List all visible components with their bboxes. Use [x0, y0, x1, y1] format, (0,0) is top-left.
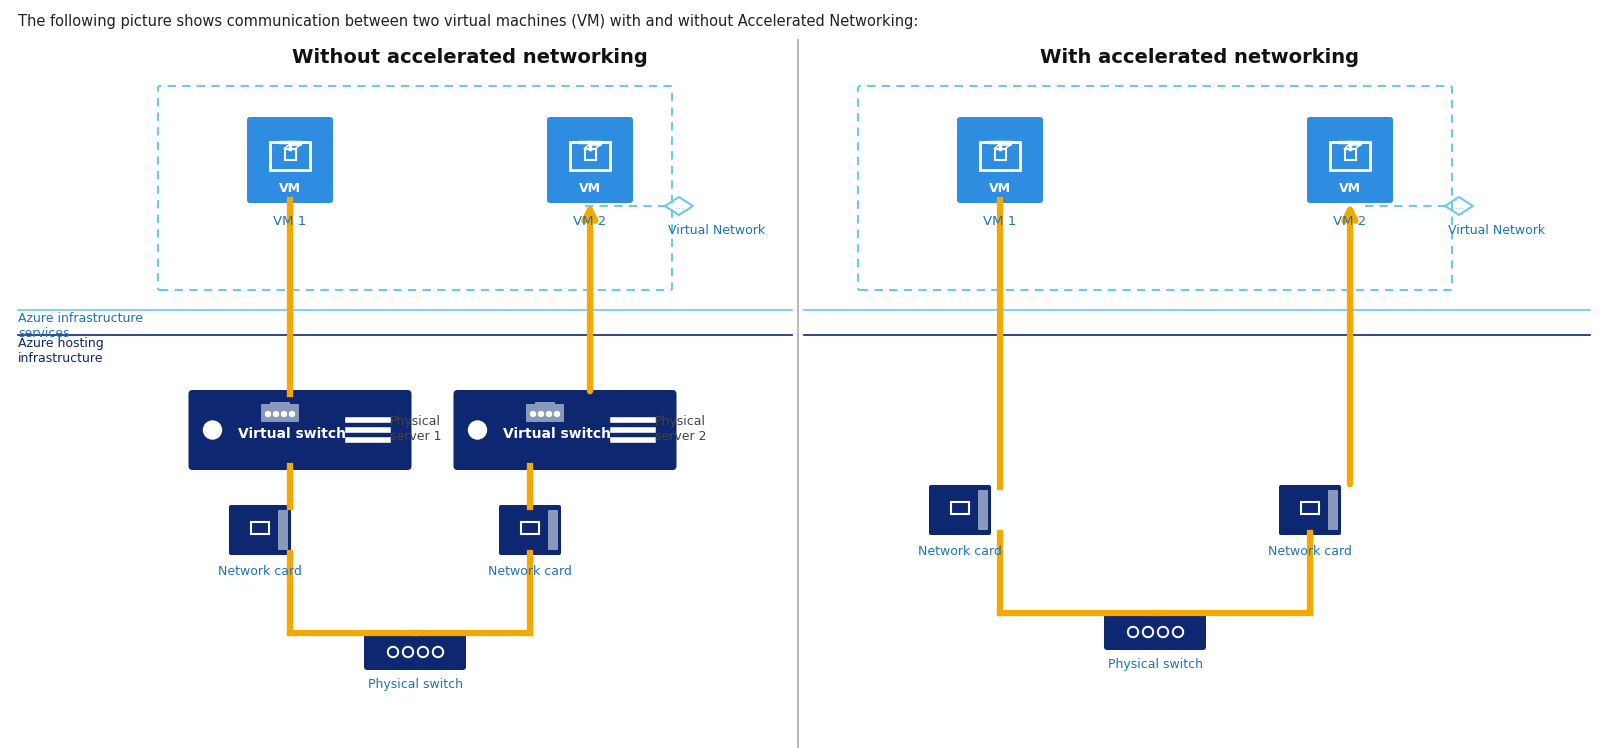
Bar [526, 506, 531, 515]
Circle shape [419, 649, 427, 655]
Circle shape [1157, 627, 1168, 637]
FancyBboxPatch shape [246, 117, 333, 203]
Circle shape [435, 649, 442, 655]
Circle shape [1130, 628, 1136, 636]
FancyBboxPatch shape [270, 402, 290, 408]
Text: Without accelerated networking: Without accelerated networking [293, 48, 648, 67]
FancyBboxPatch shape [453, 390, 677, 470]
Circle shape [1142, 627, 1154, 637]
Circle shape [531, 411, 536, 417]
Circle shape [266, 411, 270, 417]
Circle shape [389, 649, 397, 655]
Circle shape [1128, 627, 1139, 637]
Text: Physical switch: Physical switch [368, 678, 462, 691]
Bar [957, 486, 962, 495]
Text: VM 2: VM 2 [1333, 215, 1366, 228]
Circle shape [274, 411, 278, 417]
Circle shape [539, 411, 544, 417]
Circle shape [403, 646, 413, 657]
Bar [1286, 486, 1293, 495]
Circle shape [432, 646, 443, 657]
Text: The following picture shows communication between two virtual machines (VM) with: The following picture shows communicatio… [18, 14, 918, 29]
Bar [966, 486, 973, 495]
Text: VM 2: VM 2 [573, 215, 606, 228]
FancyBboxPatch shape [1307, 117, 1394, 203]
Bar [246, 506, 253, 515]
Text: Virtual Network: Virtual Network [669, 224, 765, 237]
Text: Network card: Network card [918, 545, 1002, 558]
Circle shape [203, 421, 221, 439]
FancyBboxPatch shape [1104, 610, 1206, 650]
Text: Virtual switch: Virtual switch [502, 427, 611, 441]
Text: With accelerated networking: With accelerated networking [1040, 48, 1360, 67]
Text: VM: VM [989, 182, 1011, 194]
FancyBboxPatch shape [526, 404, 563, 422]
Circle shape [418, 646, 429, 657]
FancyBboxPatch shape [547, 117, 634, 203]
Circle shape [547, 411, 552, 417]
FancyBboxPatch shape [957, 117, 1043, 203]
Circle shape [387, 646, 398, 657]
Bar [938, 486, 942, 495]
Circle shape [469, 421, 486, 439]
Text: Azure infrastructure
services: Azure infrastructure services [18, 312, 142, 340]
FancyBboxPatch shape [1278, 485, 1341, 535]
Text: VM: VM [278, 182, 301, 194]
Text: VM 1: VM 1 [274, 215, 307, 228]
Text: ...: ... [675, 201, 683, 211]
Circle shape [290, 411, 294, 417]
FancyBboxPatch shape [1328, 490, 1338, 530]
Circle shape [555, 411, 560, 417]
Bar [258, 506, 262, 515]
Circle shape [282, 411, 286, 417]
Text: Virtual Network: Virtual Network [1448, 224, 1546, 237]
Text: VM 1: VM 1 [984, 215, 1016, 228]
Bar [237, 506, 242, 515]
Bar [538, 506, 542, 515]
Bar [1298, 486, 1302, 495]
Text: Physical
server 1: Physical server 1 [390, 415, 442, 443]
FancyBboxPatch shape [189, 390, 411, 470]
Text: Azure hosting
infrastructure: Azure hosting infrastructure [18, 337, 104, 365]
Circle shape [405, 649, 411, 655]
FancyBboxPatch shape [499, 505, 562, 555]
Text: Network card: Network card [1269, 545, 1352, 558]
Text: Network card: Network card [218, 565, 302, 578]
FancyBboxPatch shape [365, 630, 466, 670]
Circle shape [1160, 628, 1166, 636]
Text: VM: VM [579, 182, 602, 194]
Circle shape [1144, 628, 1152, 636]
FancyBboxPatch shape [547, 510, 558, 550]
FancyBboxPatch shape [978, 490, 989, 530]
Text: VM: VM [1339, 182, 1362, 194]
Bar [507, 506, 512, 515]
FancyBboxPatch shape [534, 402, 555, 408]
Text: Physical
server 2: Physical server 2 [654, 415, 707, 443]
Circle shape [1174, 628, 1181, 636]
Bar [1317, 486, 1322, 495]
Bar [1307, 486, 1312, 495]
Text: Network card: Network card [488, 565, 571, 578]
Text: ...: ... [1454, 201, 1464, 211]
Text: Physical switch: Physical switch [1107, 658, 1203, 671]
Text: Virtual switch: Virtual switch [238, 427, 346, 441]
Bar [267, 506, 272, 515]
Bar [947, 486, 952, 495]
Bar [517, 506, 522, 515]
FancyBboxPatch shape [930, 485, 990, 535]
FancyBboxPatch shape [278, 510, 288, 550]
FancyBboxPatch shape [261, 404, 299, 422]
FancyBboxPatch shape [229, 505, 291, 555]
Circle shape [1173, 627, 1184, 637]
